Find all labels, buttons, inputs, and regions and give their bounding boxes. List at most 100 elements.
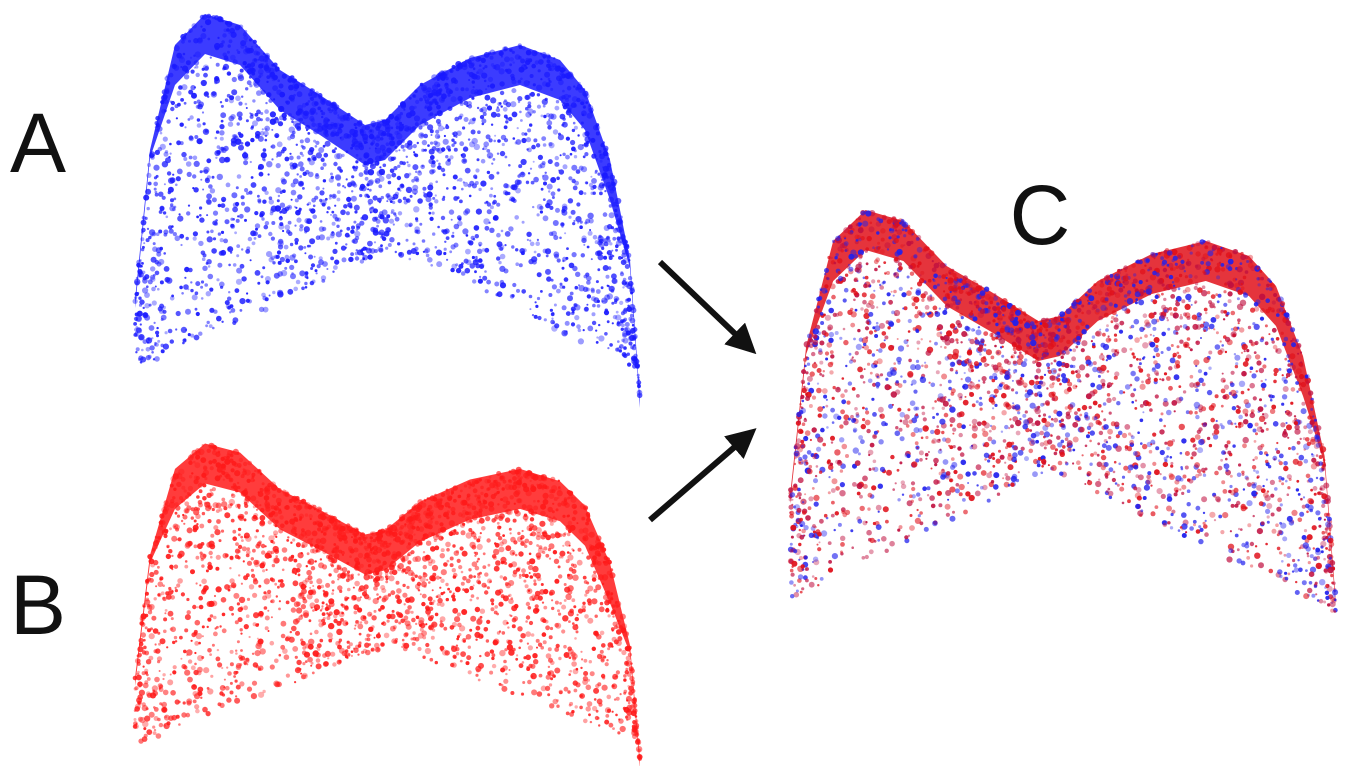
point <box>437 122 441 126</box>
point <box>286 101 290 105</box>
point <box>591 288 595 292</box>
point <box>439 522 443 526</box>
point <box>370 142 373 145</box>
point <box>435 613 439 617</box>
point <box>173 665 177 669</box>
point <box>476 71 479 74</box>
point <box>573 680 578 685</box>
point <box>361 134 363 136</box>
point <box>394 146 397 149</box>
point <box>186 654 188 656</box>
point <box>436 105 441 110</box>
point <box>254 470 256 472</box>
point <box>354 628 356 630</box>
point <box>540 290 543 293</box>
point <box>179 496 183 500</box>
point <box>320 220 323 223</box>
point <box>252 653 254 655</box>
point <box>516 139 522 145</box>
point <box>549 683 552 686</box>
point <box>237 111 243 117</box>
point <box>526 50 532 56</box>
point <box>163 630 167 634</box>
point <box>537 105 541 109</box>
point <box>531 512 535 516</box>
point <box>554 623 559 628</box>
point <box>494 566 500 572</box>
point <box>322 203 326 207</box>
point <box>282 547 288 553</box>
point <box>357 607 362 612</box>
point <box>288 221 292 225</box>
point <box>583 719 588 724</box>
point <box>136 347 140 351</box>
point <box>355 236 359 240</box>
point <box>428 505 433 510</box>
point <box>432 212 435 215</box>
point <box>199 584 201 586</box>
point <box>165 331 168 334</box>
point <box>255 544 260 549</box>
point <box>509 49 512 52</box>
point <box>164 183 166 185</box>
point <box>619 346 621 348</box>
point <box>621 238 625 242</box>
point <box>229 28 235 34</box>
point <box>309 514 313 518</box>
point <box>505 231 511 237</box>
point <box>558 565 561 568</box>
point <box>582 91 588 97</box>
point <box>186 713 191 718</box>
point <box>238 545 242 549</box>
point <box>148 355 152 359</box>
point <box>258 75 261 78</box>
point <box>319 234 325 240</box>
point <box>346 562 349 565</box>
point <box>210 57 212 59</box>
point <box>462 126 465 129</box>
point <box>365 177 369 181</box>
point <box>175 184 178 187</box>
point <box>168 549 172 553</box>
point <box>311 566 315 570</box>
point <box>622 352 627 357</box>
point <box>286 674 290 678</box>
point <box>155 585 157 587</box>
point <box>628 686 634 692</box>
point <box>380 549 383 552</box>
point <box>512 283 516 287</box>
point <box>309 587 311 589</box>
point <box>430 112 434 116</box>
point <box>582 602 585 605</box>
point <box>287 289 293 295</box>
point <box>163 724 166 727</box>
point <box>601 643 606 648</box>
point <box>235 542 239 546</box>
point <box>304 252 306 254</box>
point <box>377 648 380 651</box>
point <box>155 286 157 288</box>
point <box>194 652 196 654</box>
point <box>325 141 331 147</box>
point <box>625 716 628 719</box>
point <box>450 557 454 561</box>
point <box>364 541 367 544</box>
point <box>147 628 151 632</box>
point <box>197 655 203 661</box>
point <box>199 217 204 222</box>
point <box>437 148 443 154</box>
point <box>555 601 559 605</box>
point <box>533 110 536 113</box>
point <box>212 327 215 330</box>
point <box>443 73 448 78</box>
point <box>175 512 178 515</box>
point <box>486 280 491 285</box>
point <box>562 153 565 156</box>
point <box>173 524 179 530</box>
point <box>530 74 534 78</box>
point <box>184 489 187 492</box>
point <box>528 172 530 174</box>
point <box>542 632 547 637</box>
point <box>252 549 256 553</box>
point <box>607 560 612 565</box>
